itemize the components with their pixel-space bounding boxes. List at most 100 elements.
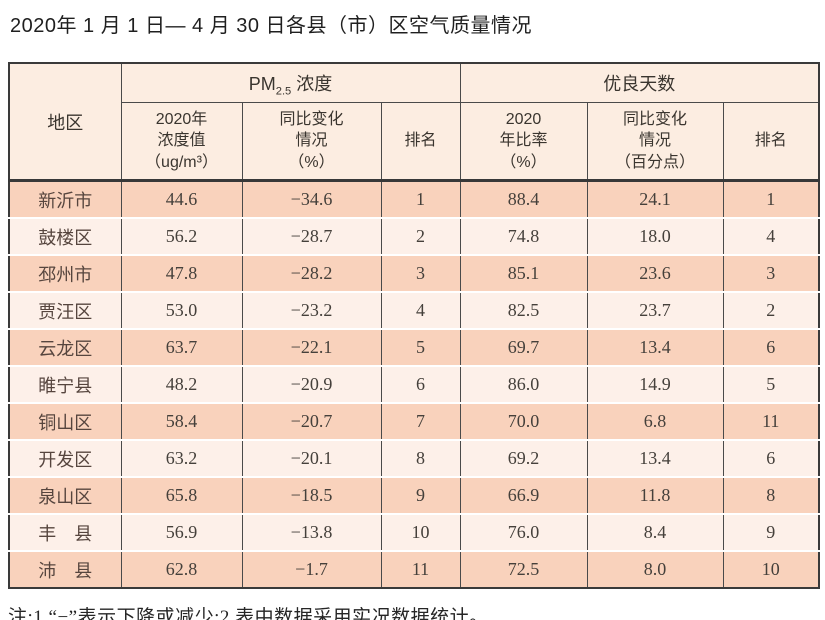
gd-rank-cell: 2: [722, 291, 820, 329]
gd-ratio-cell: 86.0: [459, 365, 588, 403]
table-row: 邳州市 47.8 −28.2 3 85.1 23.6 3: [8, 254, 820, 292]
gd-ratio-cell: 69.2: [459, 439, 588, 477]
table-row: 沛 县 62.8 −1.7 11 72.5 8.0 10: [8, 550, 820, 588]
pm-value-cell: 63.2: [120, 439, 243, 477]
pm-change-cell: −28.7: [241, 217, 382, 255]
pm-value-cell: 44.6: [120, 179, 243, 218]
gd-change-cell: 11.8: [586, 476, 724, 514]
gd-change-cell: 14.9: [586, 365, 724, 403]
pm-change-cell: −1.7: [241, 550, 382, 588]
table-row: 新沂市 44.6 −34.6 1 88.4 24.1 1: [8, 179, 820, 218]
gd-rank-cell: 4: [722, 217, 820, 255]
gd-rank-cell: 3: [722, 254, 820, 292]
table-row: 丰 县 56.9 −13.8 10 76.0 8.4 9: [8, 513, 820, 551]
gd-rank-cell: 9: [722, 513, 820, 551]
gd-change-cell: 23.6: [586, 254, 724, 292]
pm-value-cell: 65.8: [120, 476, 243, 514]
column-group-pm25: PM2.5 浓度: [120, 63, 461, 103]
gd-ratio-cell: 66.9: [459, 476, 588, 514]
pm-rank-cell: 11: [380, 550, 461, 588]
region-cell: 邳州市: [8, 254, 122, 292]
pm-change-cell: −20.9: [241, 365, 382, 403]
gd-change-cell: 24.1: [586, 179, 724, 218]
gd-change-cell: 18.0: [586, 217, 724, 255]
gd-ratio-cell: 85.1: [459, 254, 588, 292]
gd-ratio-cell: 69.7: [459, 328, 588, 366]
gd-change-cell: 6.8: [586, 402, 724, 440]
gd-ratio-cell: 70.0: [459, 402, 588, 440]
gd-change-cell: 23.7: [586, 291, 724, 329]
region-cell: 新沂市: [8, 179, 122, 218]
header-sub-row: 2020年 浓度值 （ug/m³） 同比变化 情况 （%） 排名 2020 年比…: [9, 102, 820, 182]
pm-rank-cell: 8: [380, 439, 461, 477]
table-row: 贾汪区 53.0 −23.2 4 82.5 23.7 2: [8, 291, 820, 329]
gd-ratio-cell: 76.0: [459, 513, 588, 551]
page-title: 2020年 1 月 1 日— 4 月 30 日各县（市）区空气质量情况: [10, 15, 533, 37]
footnote: 注:1.“−”表示下降或减少;2.表中数据采用实况数据统计。: [8, 607, 489, 620]
pm-rank-cell: 2: [380, 217, 461, 255]
pm-change-cell: −20.1: [241, 439, 382, 477]
table-row: 云龙区 63.7 −22.1 5 69.7 13.4 6: [8, 328, 820, 366]
gd-ratio-cell: 74.8: [459, 217, 588, 255]
air-quality-table: 地区 PM2.5 浓度 优良天数 2020年 浓度值 （ug/m³） 同比变化 …: [8, 62, 821, 589]
gd-rank-cell: 1: [722, 179, 820, 218]
gd-rank-cell: 6: [722, 439, 820, 477]
region-cell: 泉山区: [8, 476, 122, 514]
pm-rank-cell: 10: [380, 513, 461, 551]
column-header-gd-ratio: 2020 年比率 （%）: [459, 102, 588, 182]
header-group-row: 地区 PM2.5 浓度 优良天数: [8, 63, 820, 182]
gd-rank-cell: 5: [722, 365, 820, 403]
gd-rank-cell: 8: [722, 476, 820, 514]
pm25-label-suffix: 浓度: [291, 74, 333, 94]
gd-change-cell: 13.4: [586, 328, 724, 366]
column-header-gd-rank: 排名: [722, 102, 820, 182]
table-row: 鼓楼区 56.2 −28.7 2 74.8 18.0 4: [8, 217, 820, 255]
pm-change-cell: −22.1: [241, 328, 382, 366]
pm-change-cell: −23.2: [241, 291, 382, 329]
gd-ratio-cell: 82.5: [459, 291, 588, 329]
pm-value-cell: 58.4: [120, 402, 243, 440]
region-cell: 鼓楼区: [8, 217, 122, 255]
gd-rank-cell: 6: [722, 328, 820, 366]
pm-rank-cell: 4: [380, 291, 461, 329]
gd-change-cell: 8.0: [586, 550, 724, 588]
table-row: 泉山区 65.8 −18.5 9 66.9 11.8 8: [8, 476, 820, 514]
pm-value-cell: 47.8: [120, 254, 243, 292]
pm-rank-cell: 1: [380, 179, 461, 218]
region-cell: 贾汪区: [8, 291, 122, 329]
pm-value-cell: 56.9: [120, 513, 243, 551]
pm25-label-subscript: 2.5: [275, 85, 292, 98]
pm-value-cell: 56.2: [120, 217, 243, 255]
pm-change-cell: −34.6: [241, 179, 382, 218]
pm-value-cell: 48.2: [120, 365, 243, 403]
gd-rank-cell: 11: [722, 402, 820, 440]
pm-value-cell: 63.7: [120, 328, 243, 366]
pm-change-cell: −28.2: [241, 254, 382, 292]
gd-change-cell: 13.4: [586, 439, 724, 477]
pm-rank-cell: 6: [380, 365, 461, 403]
gd-rank-cell: 10: [722, 550, 820, 588]
pm-change-cell: −18.5: [241, 476, 382, 514]
column-header-pm-value: 2020年 浓度值 （ug/m³）: [120, 102, 243, 182]
pm-rank-cell: 5: [380, 328, 461, 366]
region-cell: 开发区: [8, 439, 122, 477]
pm-rank-cell: 7: [380, 402, 461, 440]
region-cell: 沛 县: [8, 550, 122, 588]
pm-value-cell: 53.0: [120, 291, 243, 329]
table-body: 新沂市 44.6 −34.6 1 88.4 24.1 1 鼓楼区 56.2 −2…: [8, 179, 820, 588]
column-header-region: 地区: [8, 63, 122, 182]
table-header: 地区 PM2.5 浓度 优良天数 2020年 浓度值 （ug/m³） 同比变化 …: [8, 63, 820, 182]
column-header-pm-rank: 排名: [380, 102, 461, 182]
column-header-pm-change: 同比变化 情况 （%）: [241, 102, 382, 182]
table-row: 铜山区 58.4 −20.7 7 70.0 6.8 11: [8, 402, 820, 440]
pm-rank-cell: 9: [380, 476, 461, 514]
region-cell: 云龙区: [8, 328, 122, 366]
pm-value-cell: 62.8: [120, 550, 243, 588]
region-cell: 丰 县: [8, 513, 122, 551]
pm25-label-prefix: PM: [248, 74, 276, 94]
pm-change-cell: −13.8: [241, 513, 382, 551]
region-cell: 铜山区: [8, 402, 122, 440]
column-group-good-days: 优良天数: [459, 63, 820, 103]
gd-ratio-cell: 88.4: [459, 179, 588, 218]
gd-change-cell: 8.4: [586, 513, 724, 551]
